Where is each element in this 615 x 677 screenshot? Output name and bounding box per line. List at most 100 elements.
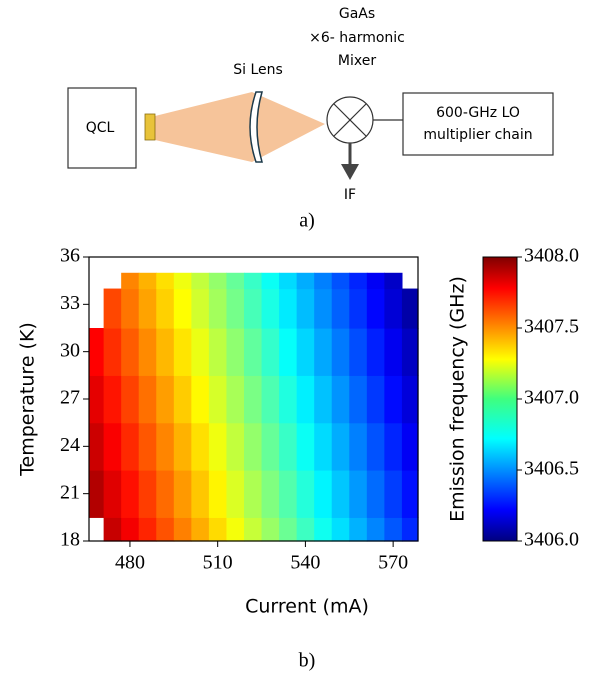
y-tick-label: 27 bbox=[60, 387, 80, 409]
contour-cell bbox=[296, 375, 315, 424]
contour-cell bbox=[121, 375, 140, 424]
contour-cell bbox=[226, 422, 245, 471]
contour-cell bbox=[401, 422, 419, 471]
contour-cell bbox=[89, 328, 105, 376]
colorbar bbox=[482, 256, 518, 542]
contour-cell bbox=[208, 422, 228, 471]
contour-cell bbox=[296, 470, 315, 518]
qcl-label: QCL bbox=[86, 120, 115, 136]
contour-cell bbox=[226, 288, 245, 329]
contour-cell bbox=[296, 272, 315, 290]
contour-cell bbox=[331, 272, 350, 290]
contour-cell bbox=[191, 328, 210, 376]
contour-cell bbox=[156, 272, 175, 290]
contour-cell bbox=[138, 328, 157, 376]
lo-label: 600-GHz LO bbox=[436, 105, 520, 121]
x-tick-label: 540 bbox=[290, 552, 320, 574]
contour-cell bbox=[279, 375, 298, 424]
contour-cell bbox=[89, 375, 105, 424]
contour-cell bbox=[191, 470, 210, 518]
lens-label: Si Lens bbox=[233, 62, 283, 78]
contour-cell bbox=[121, 288, 140, 329]
contour-cell bbox=[279, 272, 298, 290]
contour-cell bbox=[226, 470, 245, 518]
contour-cell bbox=[314, 470, 333, 518]
contour-cell bbox=[331, 422, 350, 471]
contour-cell bbox=[366, 422, 385, 471]
beam bbox=[155, 92, 325, 162]
y-tick-label: 21 bbox=[60, 481, 80, 503]
contour-cell bbox=[243, 375, 263, 424]
contour-cell bbox=[173, 328, 192, 376]
contour-cell bbox=[384, 470, 403, 518]
contour-cell bbox=[226, 375, 245, 424]
contour-cell bbox=[156, 470, 175, 518]
contour-cell bbox=[296, 517, 315, 542]
colorbar-title: Emission frequency (GHz) bbox=[447, 276, 469, 522]
colorbar-tick-label: 3406.5 bbox=[524, 458, 579, 480]
contour-cell bbox=[331, 470, 350, 518]
contour-cell bbox=[103, 288, 122, 329]
contour-cell bbox=[173, 272, 192, 290]
qcl-chip bbox=[144, 113, 156, 141]
colorbar-tick-label: 3406.0 bbox=[524, 529, 579, 551]
contour-cell bbox=[156, 517, 175, 542]
if-label: IF bbox=[344, 187, 356, 203]
y-tick-label: 24 bbox=[60, 434, 80, 456]
contour-cell bbox=[366, 328, 385, 376]
contour-cell bbox=[261, 288, 280, 329]
mixer-label: Mixer bbox=[338, 53, 376, 69]
contour-cell bbox=[401, 470, 419, 518]
contour-cell bbox=[138, 470, 157, 518]
qcl-box bbox=[67, 87, 137, 169]
contour-cell bbox=[349, 375, 368, 424]
contour-cell bbox=[103, 517, 122, 542]
contour-cell bbox=[243, 517, 263, 542]
contour-cell bbox=[314, 272, 333, 290]
contour-cell bbox=[243, 470, 263, 518]
contour-cell bbox=[121, 272, 140, 290]
mixer-label: ×6- harmonic bbox=[309, 30, 405, 46]
contour-cell bbox=[261, 272, 280, 290]
contour-cell bbox=[208, 375, 228, 424]
contour-cell bbox=[121, 422, 140, 471]
x-axis-title: Current (mA) bbox=[245, 596, 369, 618]
contour-cell bbox=[349, 422, 368, 471]
contour-cell bbox=[384, 328, 403, 376]
contour-cell bbox=[296, 422, 315, 471]
contour-cell bbox=[349, 328, 368, 376]
contour-cell bbox=[173, 375, 192, 424]
contour-cell bbox=[173, 517, 192, 542]
contour-cell bbox=[121, 328, 140, 376]
contour-cell bbox=[138, 288, 157, 329]
contour-cell bbox=[208, 272, 228, 290]
contour-cell bbox=[121, 470, 140, 518]
contour-cell bbox=[384, 517, 403, 542]
mixer-cross bbox=[333, 103, 367, 137]
contour-cell bbox=[103, 328, 122, 376]
contour-cell bbox=[191, 272, 210, 290]
contour-cell bbox=[366, 272, 385, 290]
contour-cell bbox=[314, 517, 333, 542]
y-tick-label: 30 bbox=[60, 339, 80, 361]
contour-cell bbox=[191, 288, 210, 329]
contour-cell bbox=[366, 288, 385, 329]
contour-cell bbox=[279, 470, 298, 518]
contour-cell bbox=[279, 517, 298, 542]
contour-cell bbox=[208, 470, 228, 518]
x-tick-label: 480 bbox=[115, 552, 145, 574]
contour-cell bbox=[384, 375, 403, 424]
contour-cell bbox=[261, 517, 280, 542]
contour-cell bbox=[226, 517, 245, 542]
contour-cell bbox=[138, 272, 157, 290]
contour-cell bbox=[191, 375, 210, 424]
contour-cell bbox=[366, 375, 385, 424]
contour-cell bbox=[89, 422, 105, 471]
contour-cell bbox=[261, 328, 280, 376]
contour-cell bbox=[331, 517, 350, 542]
if-arrowhead bbox=[341, 164, 359, 180]
x-tick-label: 510 bbox=[203, 552, 233, 574]
contour-cell bbox=[279, 422, 298, 471]
contour-cell bbox=[191, 517, 210, 542]
